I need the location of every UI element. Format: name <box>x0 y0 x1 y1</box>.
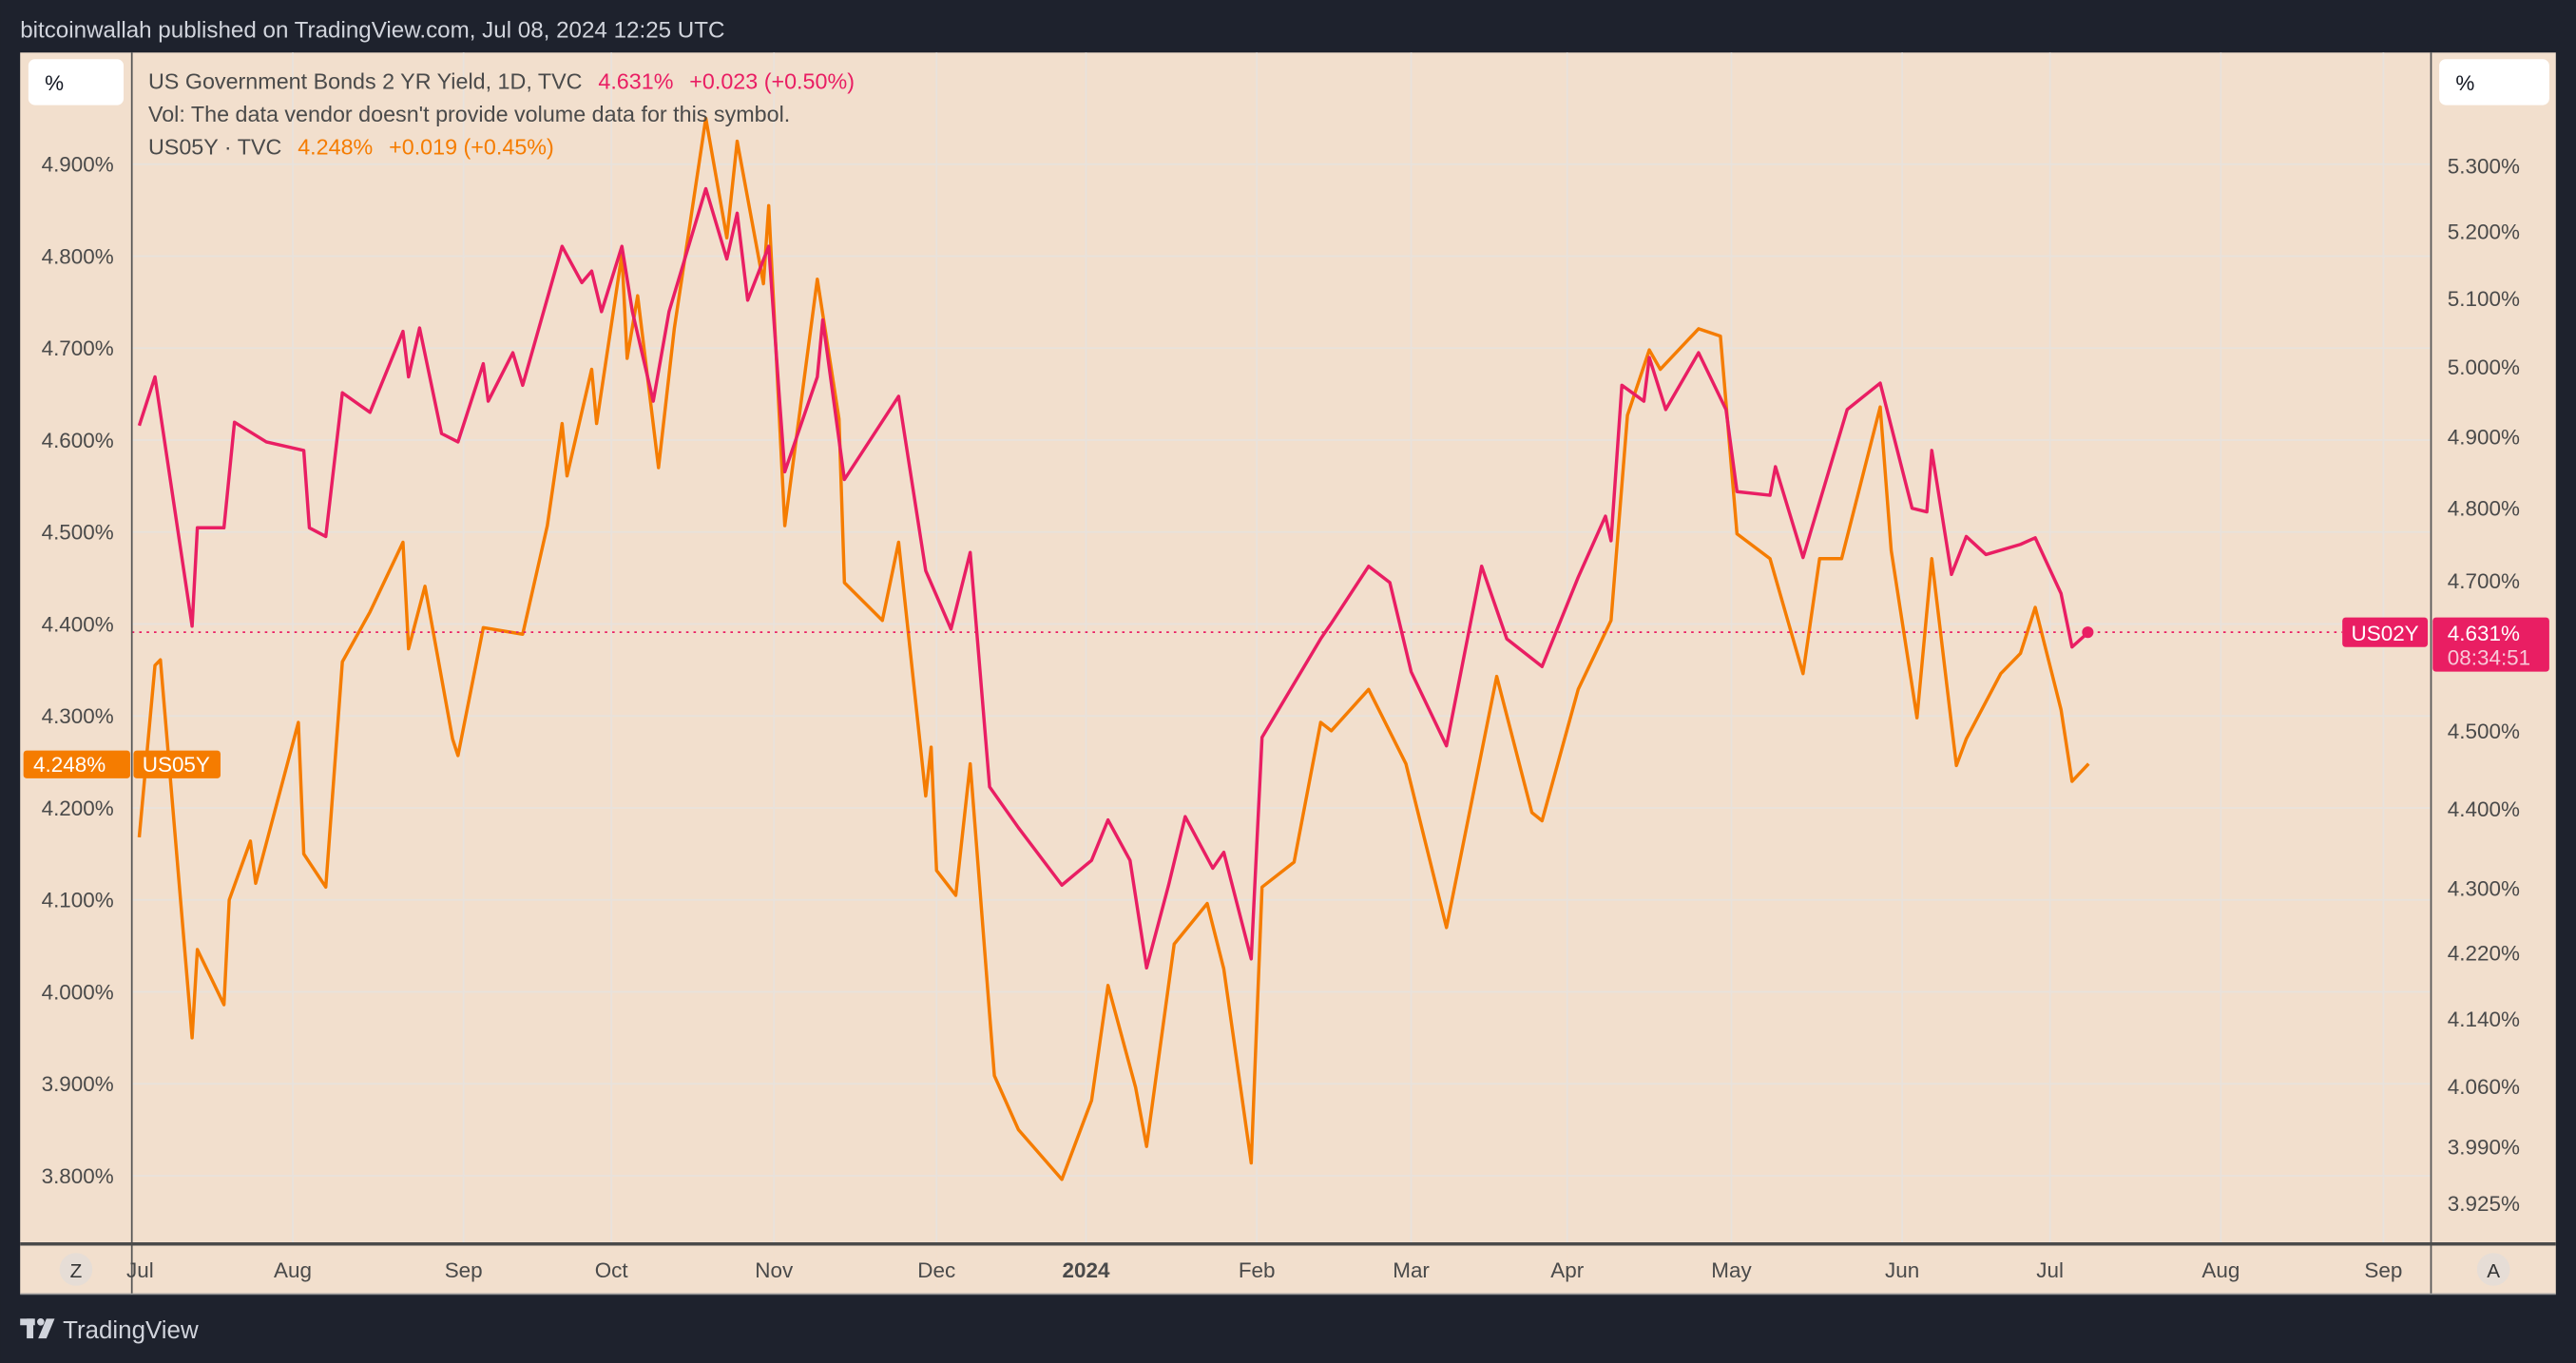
us05y-name: US05Y <box>143 753 210 777</box>
attribution-text: bitcoinwallah published on TradingView.c… <box>20 18 724 44</box>
left-axis-ticks[interactable]: 4.900% 4.800% 4.700% 4.600% 4.500% 4.400% 4.30… <box>42 153 114 1188</box>
right-tick-label: 4.060% <box>2448 1075 2520 1099</box>
right-tick-label: 4.800% <box>2448 496 2520 520</box>
left-tick-label: 4.400% <box>42 612 114 636</box>
left-scale-button[interactable]: % <box>28 59 125 106</box>
time-tick-label: Sep <box>445 1258 483 1282</box>
time-tick-label: Mar <box>1393 1258 1430 1282</box>
legend-main-value: 4.631% <box>598 68 673 93</box>
right-tick-label: 4.220% <box>2448 942 2520 966</box>
right-tick-label: 4.400% <box>2448 797 2520 821</box>
right-tick-label: 4.700% <box>2448 569 2520 593</box>
zoom-mode-button-bg[interactable] <box>59 1253 93 1286</box>
zoom-mode-button[interactable]: Z <box>59 1253 93 1286</box>
right-scale-button[interactable]: % <box>2439 59 2549 106</box>
zoom-mode-label[interactable]: Z <box>70 1260 83 1282</box>
time-tick-label: May <box>1711 1258 1752 1282</box>
left-tick-label: 4.600% <box>42 429 114 452</box>
last-price-dot <box>2082 626 2094 639</box>
left-tick-label: 4.100% <box>42 889 114 912</box>
time-tick-label: Sep <box>2364 1258 2402 1282</box>
us02y-value-tag <box>2432 617 2549 672</box>
left-tick-label: 4.700% <box>42 336 114 360</box>
legend-volume-note: Vol: The data vendor doesn't provide vol… <box>148 102 790 126</box>
time-tick-label: 2024 <box>1063 1258 1110 1282</box>
legend-main-symbol[interactable]: US Government Bonds 2 YR Yield, 1D, TVC <box>148 68 583 93</box>
left-tick-label: 4.000% <box>42 980 114 1004</box>
series-line-us05y <box>137 116 2090 1181</box>
us02y-countdown: 08:34:51 <box>2448 646 2530 670</box>
time-tick-label: Jul <box>2036 1258 2064 1282</box>
grid-lines <box>131 52 2432 1243</box>
tradingview-logo-text: TradingView <box>63 1317 199 1344</box>
right-tick-label: 4.300% <box>2448 876 2520 900</box>
series-lines <box>137 116 2090 1181</box>
right-tick-label: 4.140% <box>2448 1008 2520 1031</box>
right-tick-label: 5.000% <box>2448 355 2520 379</box>
us05y-value: 4.248% <box>33 753 106 777</box>
chart-panel <box>20 52 2556 1295</box>
time-tick-label: Apr <box>1550 1258 1584 1282</box>
time-tick-label: Feb <box>1239 1258 1276 1282</box>
series-line-us02y <box>137 186 2090 970</box>
left-tick-label: 4.200% <box>42 797 114 820</box>
us02y-name-tag <box>2342 617 2429 647</box>
legend-compare-symbol[interactable]: US05Y · TVC <box>148 134 281 159</box>
left-tick-label: 3.800% <box>42 1164 114 1188</box>
left-scale-button-bg[interactable] <box>28 59 125 106</box>
auto-scale-button[interactable]: A <box>2476 1253 2510 1286</box>
right-axis-ticks[interactable]: 5.300% 5.200% 5.100% 5.000% 4.900% 4.800% 4.70… <box>2448 154 2520 1216</box>
legend-compare-value: 4.248% <box>298 134 373 159</box>
time-tick-label: Aug <box>274 1258 312 1282</box>
auto-scale-label[interactable]: A <box>2487 1260 2500 1282</box>
legend-compare-change: +0.019 (+0.45%) <box>389 134 554 159</box>
us05y-value-tag <box>23 750 130 778</box>
right-scale-button-bg[interactable] <box>2439 59 2549 106</box>
right-tick-label: 4.500% <box>2448 720 2520 743</box>
right-tick-label: 5.200% <box>2448 221 2520 244</box>
right-tick-label: 3.990% <box>2448 1135 2520 1159</box>
us05y-price-label: 4.248% US05Y <box>23 750 221 778</box>
left-tick-label: 3.900% <box>42 1072 114 1096</box>
tradingview-logo-icon <box>20 1318 55 1339</box>
left-tick-label: 4.900% <box>42 153 114 177</box>
legend-main-change: +0.023 (+0.50%) <box>689 68 855 93</box>
tradingview-logo[interactable]: TradingView <box>20 1317 199 1344</box>
right-scale-label[interactable]: % <box>2455 71 2474 95</box>
us05y-name-tag <box>133 750 221 778</box>
time-tick-label: Nov <box>755 1258 794 1282</box>
legend-main[interactable]: US Government Bonds 2 YR Yield, 1D, TVC … <box>148 68 855 93</box>
right-tick-label: 5.100% <box>2448 287 2520 311</box>
time-tick-label: Aug <box>2201 1258 2240 1282</box>
us02y-value: 4.631% <box>2448 622 2520 645</box>
auto-scale-button-bg[interactable] <box>2476 1253 2510 1286</box>
right-tick-label: 4.900% <box>2448 426 2520 450</box>
time-tick-label: Dec <box>917 1258 955 1282</box>
legend-compare[interactable]: US05Y · TVC 4.248% +0.019 (+0.45%) <box>148 134 554 159</box>
left-tick-label: 4.300% <box>42 704 114 728</box>
left-tick-label: 4.500% <box>42 521 114 545</box>
right-tick-label: 3.925% <box>2448 1192 2520 1216</box>
right-tick-label: 5.300% <box>2448 154 2520 178</box>
left-tick-label: 4.800% <box>42 244 114 268</box>
time-tick-label: Jul <box>126 1258 154 1282</box>
time-tick-label: Oct <box>595 1258 629 1282</box>
us02y-name: US02Y <box>2352 622 2419 645</box>
time-axis-ticks[interactable]: Jul Aug Sep Oct Nov Dec 2024 Feb Mar Apr May Jun Jul… <box>126 1258 2402 1282</box>
us02y-price-label: US02Y 4.631% 08:34:51 <box>2342 617 2549 672</box>
time-tick-label: Jun <box>1885 1258 1919 1282</box>
left-scale-label[interactable]: % <box>45 71 64 95</box>
